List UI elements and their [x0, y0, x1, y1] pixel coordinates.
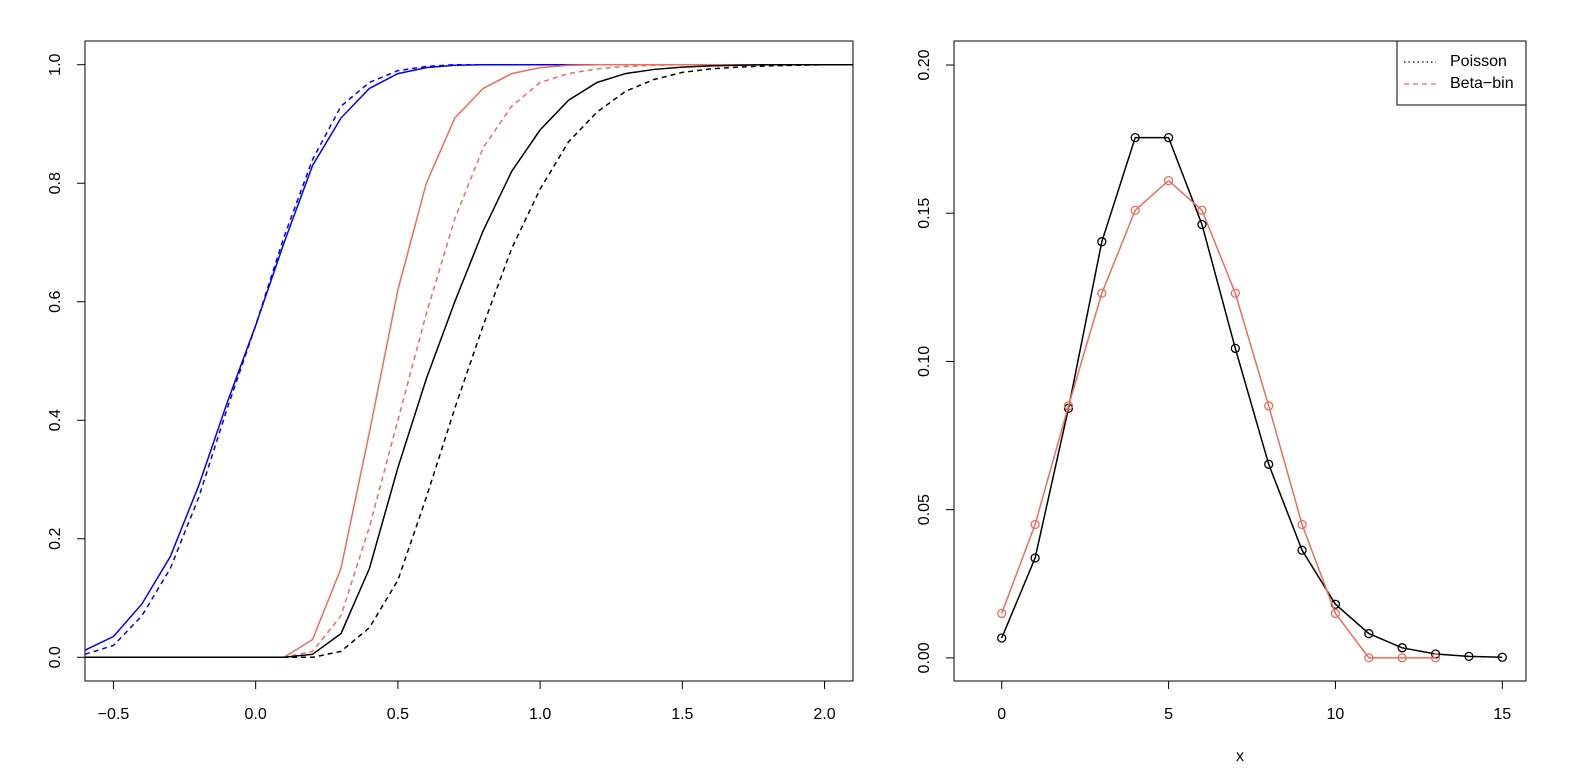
x-tick-label: 15: [1493, 706, 1511, 723]
series-line: [85, 63, 853, 659]
x-tick-label: 0.5: [387, 706, 409, 723]
series-line: [85, 63, 853, 659]
data-point: [1163, 132, 1174, 143]
series-line: [85, 63, 853, 659]
series-line: [84, 63, 853, 651]
x-tick-label: 0: [997, 706, 1006, 723]
data-point: [1230, 343, 1240, 354]
data-point: [1264, 459, 1274, 469]
data-point: [1464, 651, 1474, 662]
data-point: [1163, 175, 1174, 186]
y-tick-label: 0.15: [916, 198, 933, 229]
legend-box: [1396, 40, 1527, 106]
y-tick-label: 0.20: [916, 49, 933, 80]
data-point: [1297, 545, 1307, 555]
y-tick-label: 1.0: [47, 53, 64, 75]
x-axis-label: x: [1236, 748, 1244, 765]
data-point: [1030, 553, 1040, 563]
x-tick-label: 1.5: [671, 706, 693, 723]
x-tick-label: 1.0: [529, 706, 551, 723]
series-line: [85, 63, 853, 659]
data-point: [1130, 205, 1140, 215]
data-point: [1397, 653, 1407, 663]
data-point: [1364, 628, 1374, 639]
series-line: [1001, 179, 1436, 659]
series-line: [1001, 136, 1503, 659]
y-tick-label: 0.6: [47, 291, 64, 313]
x-tick-label: 0.0: [245, 706, 267, 723]
plot-frame: [84, 40, 854, 682]
y-tick-label: 0.8: [47, 172, 64, 194]
data-point: [1430, 649, 1441, 659]
y-tick-label: 0.00: [916, 642, 933, 673]
legend-label: Poisson: [1450, 53, 1507, 70]
data-point: [997, 633, 1007, 643]
data-point: [1130, 132, 1140, 143]
y-tick-label: 0.4: [47, 409, 64, 431]
data-point: [1497, 652, 1507, 662]
data-point: [1297, 519, 1307, 530]
data-point: [1197, 219, 1207, 230]
legend-label: Beta−bin: [1450, 75, 1514, 92]
x-tick-label: −0.5: [98, 706, 130, 723]
data-point: [997, 608, 1007, 619]
data-point: [1264, 401, 1274, 411]
data-point: [1197, 205, 1207, 215]
x-tick-label: 5: [1164, 706, 1173, 723]
data-point: [1030, 519, 1040, 530]
data-point: [1430, 653, 1441, 663]
data-point: [1364, 653, 1374, 663]
data-point: [1097, 237, 1107, 247]
series-line: [84, 63, 853, 656]
y-tick-label: 0.2: [47, 528, 64, 550]
y-tick-label: 0.10: [916, 346, 933, 377]
data-point: [1097, 288, 1107, 298]
y-tick-label: 0.0: [47, 646, 64, 668]
y-tick-label: 0.05: [916, 494, 933, 525]
x-tick-label: 10: [1327, 706, 1345, 723]
x-tick-label: 2.0: [813, 706, 835, 723]
data-point: [1330, 608, 1341, 619]
data-point: [1063, 401, 1074, 411]
data-point: [1397, 643, 1407, 653]
plot-frame: [953, 40, 1527, 682]
data-point: [1230, 288, 1240, 298]
